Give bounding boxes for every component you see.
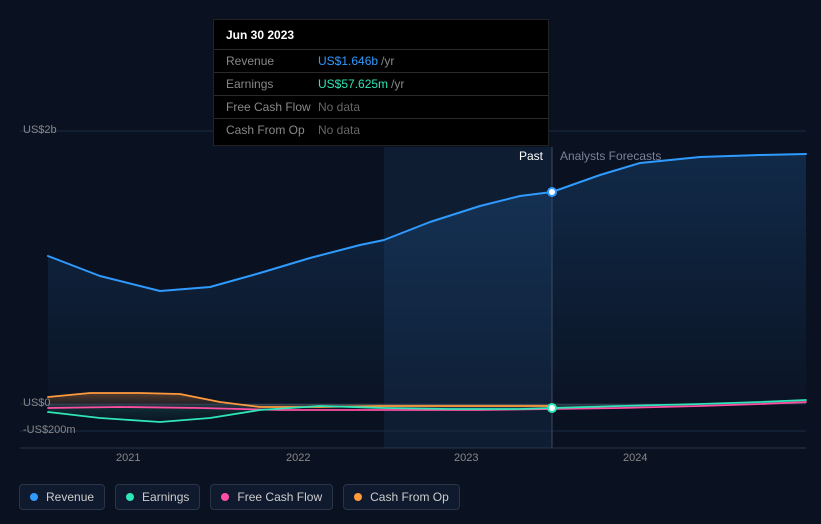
- y-axis-label: US$2b: [23, 124, 57, 136]
- tooltip-date: Jun 30 2023: [214, 20, 548, 50]
- tooltip-row: Cash From OpNo data: [214, 119, 548, 145]
- financial-chart: US$2bUS$0-US$200m 2021202220232024 Past …: [0, 0, 821, 524]
- y-axis-label: -US$200m: [23, 424, 76, 436]
- tooltip-row-suffix: /yr: [391, 77, 404, 91]
- x-axis-label: 2024: [623, 452, 647, 464]
- legend-label: Free Cash Flow: [237, 490, 322, 504]
- tooltip-row-label: Free Cash Flow: [226, 100, 318, 114]
- legend-label: Cash From Op: [370, 490, 449, 504]
- chart-legend: Revenue Earnings Free Cash Flow Cash From O…: [19, 484, 460, 510]
- legend-dot-icon: [221, 493, 229, 501]
- legend-dot-icon: [30, 493, 38, 501]
- tooltip-row: EarningsUS$57.625m/yr: [214, 73, 548, 96]
- tooltip-row: Free Cash FlowNo data: [214, 96, 548, 119]
- region-label-forecast: Analysts Forecasts: [560, 149, 661, 163]
- region-label-past: Past: [519, 149, 543, 163]
- legend-label: Revenue: [46, 490, 94, 504]
- tooltip-row-label: Revenue: [226, 54, 318, 68]
- tooltip-row-value: US$1.646b: [318, 54, 378, 68]
- tooltip-row-label: Cash From Op: [226, 123, 318, 137]
- tooltip-row-value: No data: [318, 100, 360, 114]
- chart-tooltip: Jun 30 2023 RevenueUS$1.646b/yrEarningsU…: [213, 19, 549, 146]
- x-axis-label: 2021: [116, 452, 140, 464]
- y-axis-label: US$0: [23, 397, 51, 409]
- tooltip-row-value: US$57.625m: [318, 77, 388, 91]
- legend-label: Earnings: [142, 490, 189, 504]
- legend-item-revenue[interactable]: Revenue: [19, 484, 105, 510]
- tooltip-row-value: No data: [318, 123, 360, 137]
- legend-dot-icon: [354, 493, 362, 501]
- tooltip-row-label: Earnings: [226, 77, 318, 91]
- legend-item-free-cash-flow[interactable]: Free Cash Flow: [210, 484, 333, 510]
- x-axis-label: 2023: [454, 452, 478, 464]
- legend-dot-icon: [126, 493, 134, 501]
- tooltip-row: RevenueUS$1.646b/yr: [214, 50, 548, 73]
- tooltip-row-suffix: /yr: [381, 54, 394, 68]
- x-axis-label: 2022: [286, 452, 310, 464]
- legend-item-earnings[interactable]: Earnings: [115, 484, 200, 510]
- legend-item-cash-from-op[interactable]: Cash From Op: [343, 484, 460, 510]
